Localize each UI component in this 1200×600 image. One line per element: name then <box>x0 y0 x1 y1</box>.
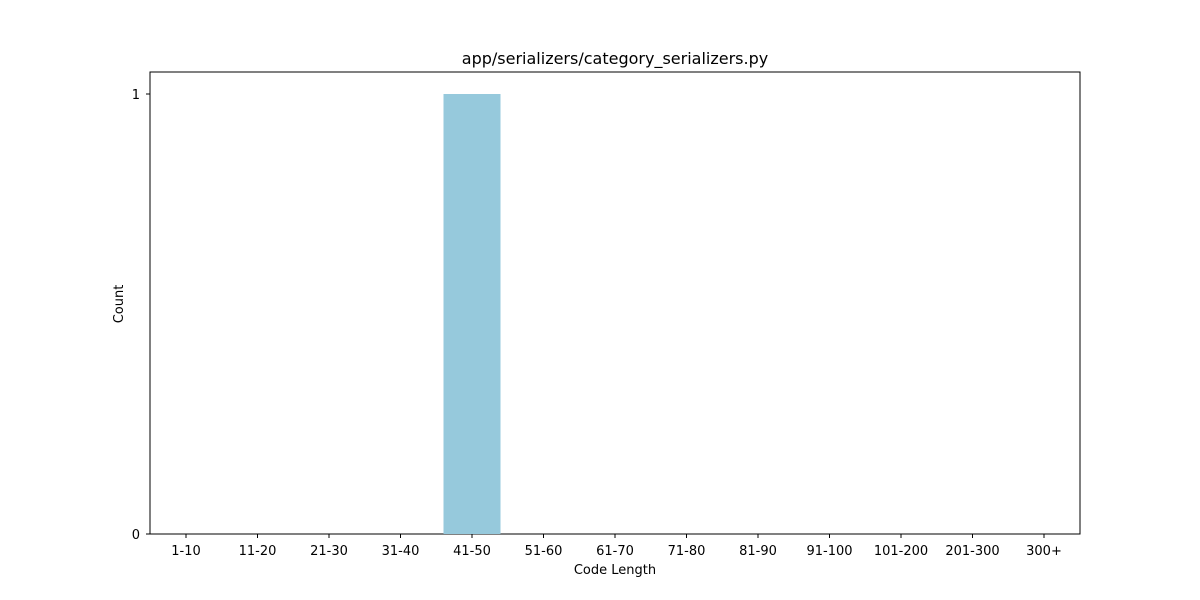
x-tick-label: 11-20 <box>239 544 277 559</box>
x-tick-label: 201-300 <box>945 544 999 559</box>
y-axis-label: Count <box>112 285 127 324</box>
x-axis-label: Code Length <box>574 563 656 578</box>
x-tick-label: 91-100 <box>806 544 852 559</box>
x-axis-ticks: 1-10 11-20 21-30 31-40 41-50 51-60 61-70 71-80 8… <box>171 534 1062 559</box>
y-axis-ticks: 01 <box>132 88 150 543</box>
x-tick-label: 71-80 <box>668 544 706 559</box>
x-tick-label: 101-200 <box>874 544 928 559</box>
x-tick-label: 31-40 <box>382 544 420 559</box>
x-tick-label: 51-60 <box>525 544 563 559</box>
x-tick-label: 300+ <box>1026 544 1062 559</box>
plot-area: 1-10 11-20 21-30 31-40 41-50 51-60 61-70 71-80 8… <box>132 72 1080 559</box>
x-tick-label: 61-70 <box>596 544 634 559</box>
y-tick-label: 1 <box>132 88 140 103</box>
x-tick-label: 1-10 <box>171 544 201 559</box>
bars <box>444 94 501 534</box>
bar-41-50 <box>444 94 501 534</box>
x-tick-label: 81-90 <box>739 544 777 559</box>
chart-title: app/serializers/category_serializers.py <box>462 49 768 69</box>
plot-frame <box>150 72 1080 534</box>
x-tick-label: 41-50 <box>453 544 491 559</box>
x-tick-label: 21-30 <box>310 544 348 559</box>
y-tick-label: 0 <box>132 528 140 543</box>
